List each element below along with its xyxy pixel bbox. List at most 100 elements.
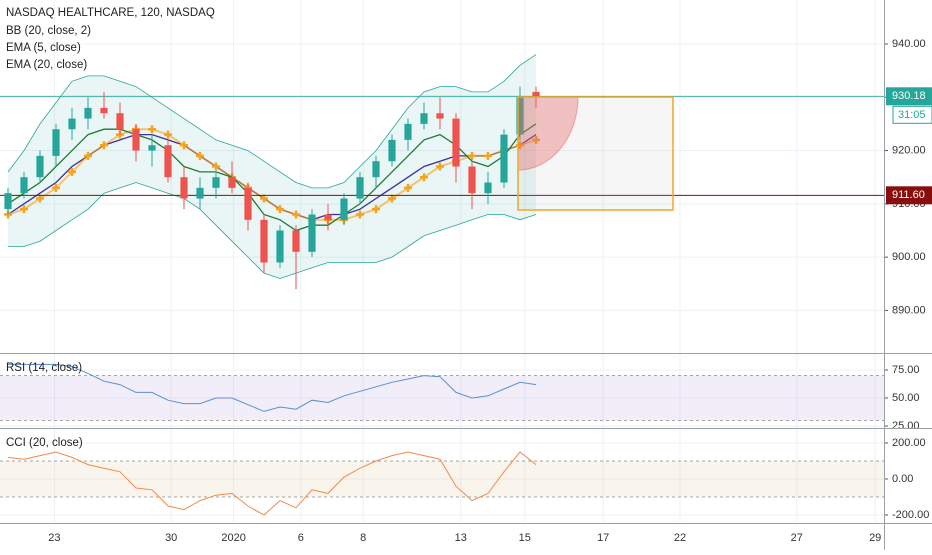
candle-body — [84, 107, 92, 119]
candle-body — [500, 134, 508, 183]
indicator-layer — [0, 54, 884, 516]
candle-body — [212, 177, 220, 188]
drawings — [517, 96, 674, 211]
countdown-label: 31:05 — [898, 109, 926, 121]
candle-body — [196, 187, 204, 199]
legend-ema20[interactable]: EMA (20, close) — [6, 59, 87, 71]
last-price-label: 930.18 — [892, 90, 926, 102]
candle-body — [36, 155, 44, 178]
legend-rsi[interactable]: RSI (14, close) — [6, 362, 82, 374]
candle-body — [340, 198, 348, 220]
grid-layer — [0, 0, 884, 522]
candle-body — [260, 219, 268, 263]
level-badge — [886, 186, 932, 205]
last-price-badge — [886, 87, 932, 106]
ema20-cross — [52, 183, 60, 192]
y-tick-label: 890.00 — [892, 304, 926, 316]
cci-band-fill — [0, 460, 884, 497]
y-tick-label: 0.00 — [892, 473, 913, 485]
candle-body — [244, 187, 252, 220]
y-tick-label: 50.00 — [892, 392, 920, 404]
candle-body — [132, 129, 140, 151]
x-tick-label: 27 — [791, 532, 803, 544]
ema20-cross — [484, 151, 492, 160]
x-tick-label: 15 — [519, 532, 531, 544]
candle-body — [308, 214, 316, 252]
candle-body — [292, 230, 300, 252]
candle-body — [276, 230, 284, 263]
ema20-cross — [100, 141, 108, 150]
x-tick-label: 29 — [869, 532, 881, 544]
candle-body — [68, 118, 76, 130]
drawing-rectangle[interactable] — [517, 96, 674, 211]
ema20-cross — [356, 210, 364, 219]
bb-lower — [8, 182, 537, 279]
y-tick-label: 25.00 — [892, 420, 920, 432]
x-tick-label: 13 — [455, 532, 467, 544]
candle-layer — [4, 86, 540, 290]
candle-body — [420, 113, 428, 124]
ema20-cross — [148, 125, 156, 134]
y-tick-label: 200.00 — [892, 437, 926, 449]
y-tick-label: 900.00 — [892, 251, 926, 263]
ema20-cross — [420, 173, 428, 182]
rsi-band-fill — [0, 375, 884, 421]
candle-body — [228, 177, 236, 188]
candle-body — [4, 193, 12, 210]
y-tick-label: 75.00 — [892, 364, 920, 376]
candle-body — [356, 177, 364, 199]
ema20-cross — [164, 130, 172, 139]
ema20-cross — [212, 162, 220, 171]
rsi-line — [8, 363, 537, 412]
legend-ema5[interactable]: EMA (5, close) — [6, 42, 81, 54]
x-tick-label: 22 — [674, 532, 686, 544]
candle-body — [180, 177, 188, 199]
ema20-cross — [68, 167, 76, 176]
bb-upper — [7, 54, 537, 189]
candle-body — [116, 113, 124, 130]
candle-body — [324, 214, 332, 220]
ema20-cross — [260, 194, 268, 203]
candle-body — [164, 145, 172, 178]
candle-body — [148, 145, 156, 151]
x-tick-label: 2020 — [221, 532, 245, 544]
ema20-cross — [372, 205, 380, 214]
candle-body — [404, 123, 412, 140]
candle-body — [372, 161, 380, 178]
drawing-wedge[interactable] — [517, 96, 579, 171]
bb-fill — [8, 54, 536, 279]
y-tick-label: 940.00 — [892, 38, 926, 50]
legend-cci[interactable]: CCI (20, close) — [6, 437, 83, 449]
y-tick-label: -200.00 — [892, 509, 929, 521]
x-tick-label: 30 — [165, 532, 177, 544]
ema20-cross — [180, 141, 188, 150]
countdown-badge — [892, 105, 932, 124]
x-tick-label: 6 — [298, 532, 304, 544]
cci-line — [7, 451, 537, 516]
ema20-cross — [196, 151, 204, 160]
ema20-cross — [36, 194, 44, 203]
ema20-cross — [404, 183, 412, 192]
ema5-line — [7, 123, 537, 232]
candle-body — [52, 129, 60, 156]
candle-body — [436, 113, 444, 119]
candle-body — [100, 107, 108, 114]
ema20-cross — [468, 151, 476, 160]
ema20-cross — [276, 205, 284, 214]
ema20-line — [7, 128, 537, 221]
ema20-cross — [532, 135, 540, 144]
candle-body — [516, 97, 524, 135]
x-tick-label: 23 — [48, 532, 60, 544]
ema20-cross — [20, 205, 28, 214]
legend-bb[interactable]: BB (20, close, 2) — [6, 25, 91, 37]
candle-body — [468, 166, 476, 194]
ema20-cross — [436, 162, 444, 171]
x-tick-label: 8 — [360, 532, 366, 544]
candle-body — [452, 118, 460, 167]
x-tick-label: 17 — [597, 532, 609, 544]
ema20-cross — [84, 151, 92, 160]
level-label: 911.60 — [892, 189, 925, 201]
